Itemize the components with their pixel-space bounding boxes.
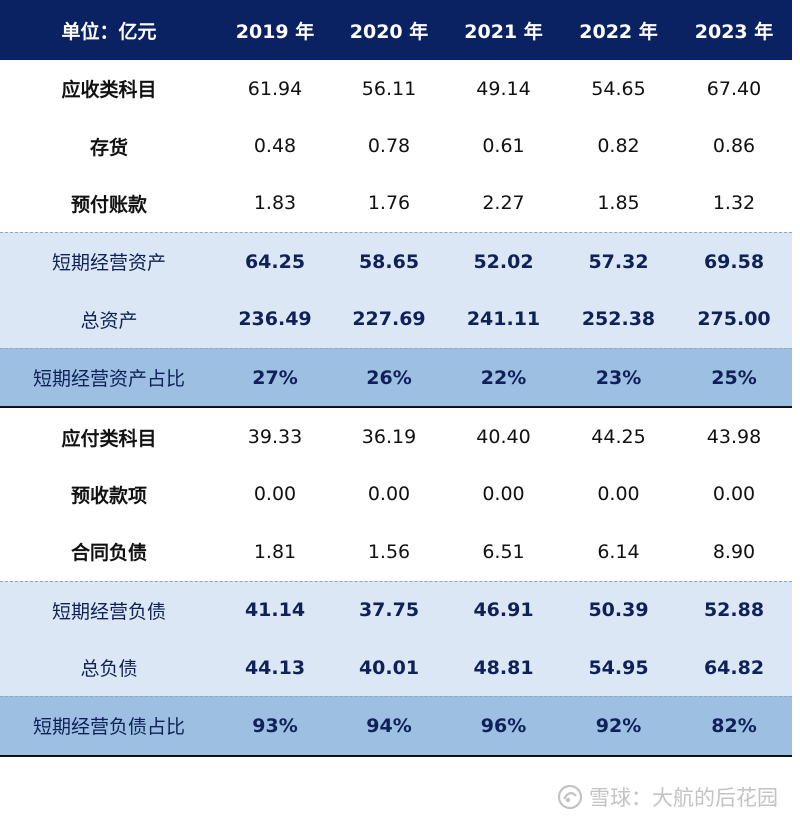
table-cell: 6.14 [597, 540, 640, 563]
table-cell: 52.88 [703, 599, 765, 622]
row-label: 合同负债 [70, 542, 147, 565]
table-cell: 1.56 [367, 540, 411, 563]
row-label: 短期经营资产占比 [32, 368, 185, 391]
header-year: 2023 年 [694, 20, 774, 43]
table-cell: 0.48 [253, 135, 297, 158]
row-label: 存货 [89, 136, 128, 159]
table-cell: 1.83 [253, 192, 297, 215]
row-label: 应收类科目 [61, 79, 157, 102]
total-row: 总资产 236.49 227.69 241.11 252.38 275.00 [0, 290, 792, 348]
table-cell: 0.78 [367, 135, 411, 158]
table-cell: 41.14 [244, 599, 306, 622]
total-row: 总负债 44.13 40.01 48.81 54.95 64.82 [0, 638, 792, 697]
row-label: 短期经营负债占比 [32, 716, 185, 739]
table-cell: 37.75 [358, 599, 420, 622]
table-cell: 0.00 [597, 483, 640, 506]
table-cell: 40.40 [476, 426, 531, 449]
table-cell: 2.27 [482, 192, 525, 215]
table-cell: 6.51 [482, 540, 525, 563]
row-label: 短期经营负债 [51, 600, 166, 623]
table-cell: 36.19 [361, 426, 417, 449]
table-cell: 241.11 [466, 308, 541, 331]
table-cell: 1.32 [712, 192, 756, 215]
table-cell: 58.65 [358, 250, 420, 273]
table-cell: 252.38 [581, 308, 656, 331]
table-row: 应收类科目 61.94 56.11 49.14 54.65 67.40 [0, 60, 792, 117]
row-label: 短期经营资产 [51, 252, 166, 275]
table-cell: 25% [711, 366, 757, 389]
table-cell: 56.11 [361, 77, 417, 100]
table-cell: 227.69 [352, 308, 426, 331]
table-cell: 52.02 [473, 250, 534, 273]
table-row: 存货 0.48 0.78 0.61 0.82 0.86 [0, 117, 792, 174]
table-cell: 64.82 [703, 656, 765, 679]
header-unit: 单位：亿元 [61, 20, 157, 43]
subtotal-row: 短期经营负债 41.14 37.75 46.91 50.39 52.88 [0, 580, 792, 639]
table-cell: 69.58 [703, 250, 765, 273]
row-label: 应付类科目 [61, 427, 157, 450]
table-cell: 44.13 [244, 656, 306, 679]
row-label: 预收款项 [70, 484, 147, 507]
row-label: 总负债 [80, 658, 138, 681]
table-cell: 0.00 [367, 483, 411, 506]
table-header: 单位：亿元 2019 年 2020 年 2021 年 2022 年 2023 年 [0, 0, 792, 60]
table-cell: 43.98 [706, 426, 762, 449]
table-cell: 8.90 [712, 540, 756, 563]
table-cell: 54.95 [588, 656, 649, 679]
table-cell: 48.81 [473, 656, 534, 679]
table-cell: 82% [711, 714, 757, 737]
subtotal-row: 短期经营资产 64.25 58.65 52.02 57.32 69.58 [0, 232, 792, 291]
table-cell: 1.76 [367, 192, 411, 215]
table-cell: 0.82 [597, 135, 640, 158]
table-cell: 275.00 [697, 308, 771, 331]
table-cell: 26% [366, 366, 412, 389]
header-year: 2022 年 [579, 20, 658, 43]
table-row: 预收款项 0.00 0.00 0.00 0.00 0.00 [0, 466, 792, 523]
table-cell: 57.32 [588, 250, 649, 273]
table-row: 合同负债 1.81 1.56 6.51 6.14 8.90 [0, 523, 792, 580]
table-cell: 54.65 [591, 77, 646, 100]
row-label: 预付账款 [70, 193, 147, 216]
table-cell: 40.01 [358, 656, 420, 679]
table-row: 应付类科目 39.33 36.19 40.40 44.25 43.98 [0, 408, 792, 465]
table-cell: 1.85 [597, 192, 640, 215]
row-label: 总资产 [80, 309, 138, 332]
table-cell: 50.39 [588, 599, 649, 622]
table-cell: 39.33 [247, 426, 303, 449]
table-cell: 27% [252, 366, 298, 389]
table-cell: 46.91 [473, 599, 534, 622]
table-cell: 0.00 [253, 483, 297, 506]
table-cell: 61.94 [247, 77, 303, 100]
ratio-row: 短期经营负债占比 93% 94% 96% 92% 82% [0, 696, 792, 757]
table-cell: 0.00 [482, 483, 525, 506]
table-cell: 64.25 [244, 250, 306, 273]
watermark: 雪球：大航的后花园 [557, 782, 778, 812]
financial-table: 单位：亿元 2019 年 2020 年 2021 年 2022 年 2023 年… [0, 0, 792, 757]
table-cell: 93% [252, 714, 298, 737]
table-cell: 92% [595, 714, 642, 737]
table-cell: 94% [366, 714, 412, 737]
header-year: 2020 年 [349, 20, 429, 43]
table-cell: 236.49 [238, 308, 312, 331]
table-cell: 44.25 [591, 426, 646, 449]
table-cell: 23% [595, 366, 642, 389]
header-year: 2021 年 [464, 20, 543, 43]
table-cell: 1.81 [253, 540, 297, 563]
table-cell: 0.86 [712, 135, 756, 158]
snowball-logo-icon [557, 784, 583, 810]
header-year: 2019 年 [235, 20, 315, 43]
table-cell: 96% [480, 714, 527, 737]
table-cell: 0.61 [482, 135, 525, 158]
table-cell: 22% [480, 366, 527, 389]
table-cell: 67.40 [706, 77, 762, 100]
table-cell: 0.00 [712, 483, 756, 506]
table-cell: 49.14 [476, 77, 531, 100]
watermark-text: 雪球：大航的后花园 [589, 786, 778, 810]
ratio-row: 短期经营资产占比 27% 26% 22% 23% 25% [0, 347, 792, 409]
table-row: 预付账款 1.83 1.76 2.27 1.85 1.32 [0, 175, 792, 232]
